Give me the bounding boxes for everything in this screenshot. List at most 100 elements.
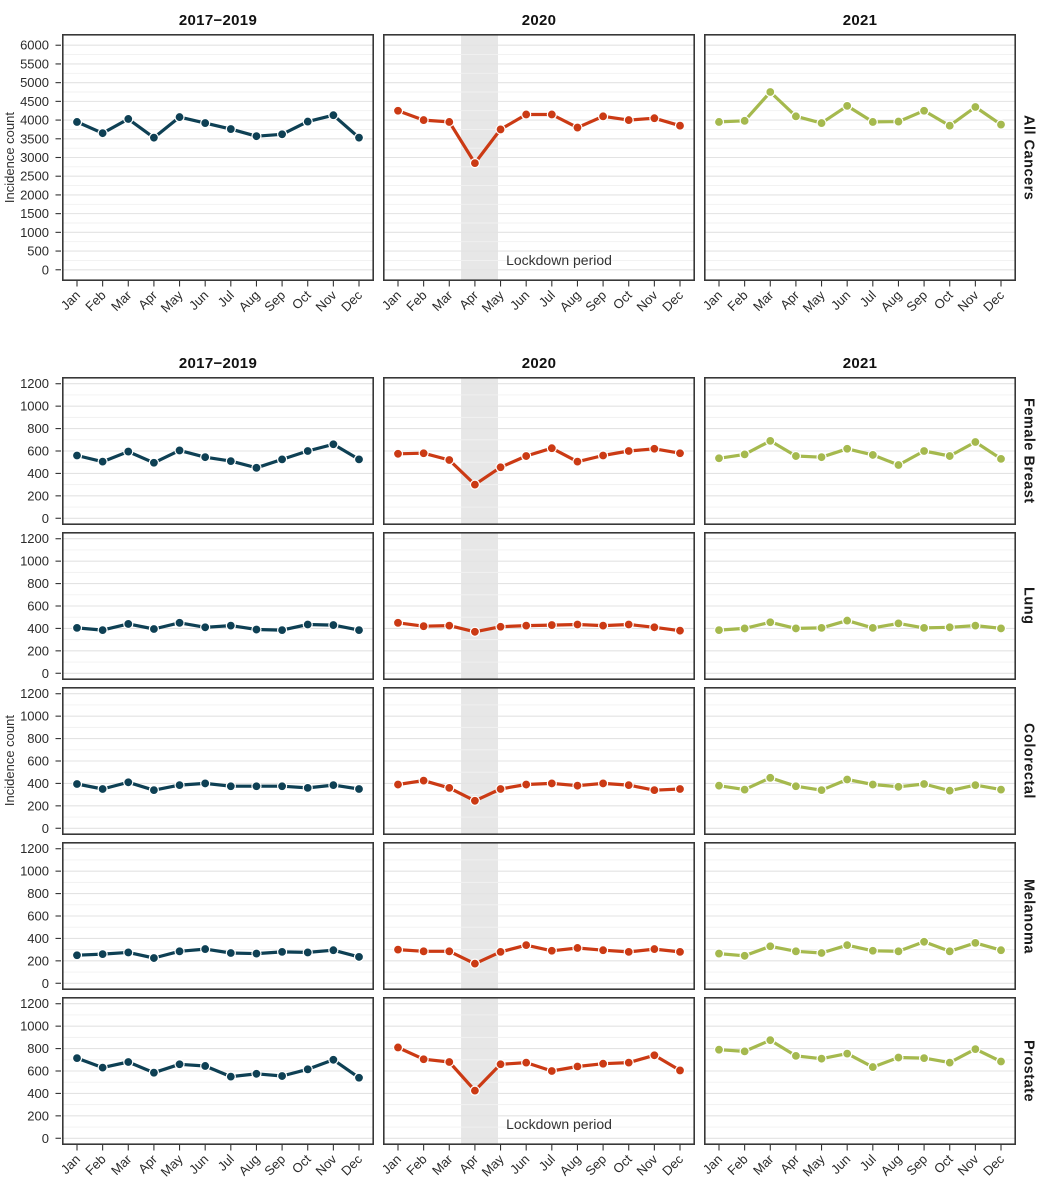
y-tick-label: 200 [27,1108,49,1123]
data-point [597,450,609,461]
data-point [302,619,313,630]
y-tick-label: 5500 [20,56,49,71]
data-point [765,1035,776,1046]
y-tick-label: 0 [42,821,49,835]
data-point [328,1054,339,1065]
data-point [739,950,750,961]
data-point [597,1058,609,1069]
data-point [71,116,83,128]
x-tick-label: May [479,287,507,315]
x-tick-label: Apr [135,1151,160,1176]
data-point [597,620,609,631]
data-point [944,450,955,462]
y-tick-label: 200 [27,953,49,968]
data-point [944,120,955,131]
x-tick-label: Oct [610,287,635,312]
data-point [546,945,557,956]
data-point [713,453,725,464]
data-point [546,443,557,454]
spacer [374,997,383,1145]
panel-border [383,997,695,1145]
y-tick-label: 1000 [20,1019,49,1034]
data-point [790,111,802,122]
x-tick-label: Dec [659,287,686,314]
data-point [842,1048,853,1059]
panel-border [704,997,1016,1145]
x-tick-label: Jan [704,288,725,313]
data-point [148,457,160,468]
data-point [444,454,455,466]
data-point [97,1062,108,1073]
x-tick-label: Feb [724,288,750,314]
y-axis-lung: 0 200 400 600 800 1000 1200 [20,532,61,680]
panel-border [383,532,695,680]
data-point [765,617,776,628]
data-point [572,780,583,791]
panel-border [704,842,1016,990]
y-tick-label: 400 [27,1086,49,1101]
data-point [739,1046,750,1057]
data-point [893,1052,904,1063]
data-point [495,946,506,957]
data-point [546,1065,557,1077]
data-point [97,456,108,467]
data-point [225,455,236,467]
x-tick-label: Mar [429,287,456,314]
data-point [918,445,930,457]
data-point [970,780,981,791]
lockdown-period-label: Lockdown period [506,252,612,268]
data-point [521,620,532,631]
data-point [469,158,481,169]
x-tick-label: Dec [980,1151,1007,1178]
y-tick-label: 2500 [20,169,49,184]
data-point [995,945,1007,956]
data-point [867,116,878,128]
x-tick-label: Apr [777,287,802,312]
series-line-2017-2019 [75,1056,361,1080]
data-point [418,946,429,957]
data-point [867,779,878,790]
data-point [649,943,660,955]
y-tick-label: 600 [27,1064,49,1079]
facet-strip-lung: Lung [1016,532,1041,680]
data-point [71,778,83,790]
data-point [444,116,455,128]
data-point [995,784,1007,795]
series-line-2021 [717,776,1003,793]
x-tick-label: Jul [536,1151,558,1173]
data-point [893,946,904,957]
y-tick-label: 400 [27,776,49,791]
data-point [944,946,955,957]
y-tick-label: 800 [27,421,49,436]
data-point [328,619,339,631]
series-line-2021 [717,90,1003,128]
x-tick-label: Jun [828,1152,853,1177]
spacer [374,377,383,525]
y-tick-label: 1000 [20,554,49,569]
panel-female-breast-2017-2019 [62,377,374,525]
data-point [739,115,750,126]
data-point [495,1059,506,1070]
data-point [970,101,981,113]
data-point [739,623,750,634]
data-point [251,131,262,142]
data-point [521,940,532,951]
series-line-2020 [396,446,682,487]
data-point [572,122,583,133]
data-point [328,945,339,956]
series-line-2021 [717,940,1003,958]
data-point [418,775,429,786]
panel-border [383,842,695,990]
data-point [597,778,609,789]
data-point [148,623,160,635]
data-point [572,619,583,630]
data-point [123,947,134,958]
data-point [739,784,750,795]
data-point [225,123,236,135]
y-tick-label: 600 [27,599,49,614]
facet-label: Melanoma [1020,878,1037,954]
column-titles-row: 2017−2019 2020 2021 [0,6,1041,34]
y-tick-label: 4000 [20,113,49,128]
spacer [1016,1145,1041,1191]
